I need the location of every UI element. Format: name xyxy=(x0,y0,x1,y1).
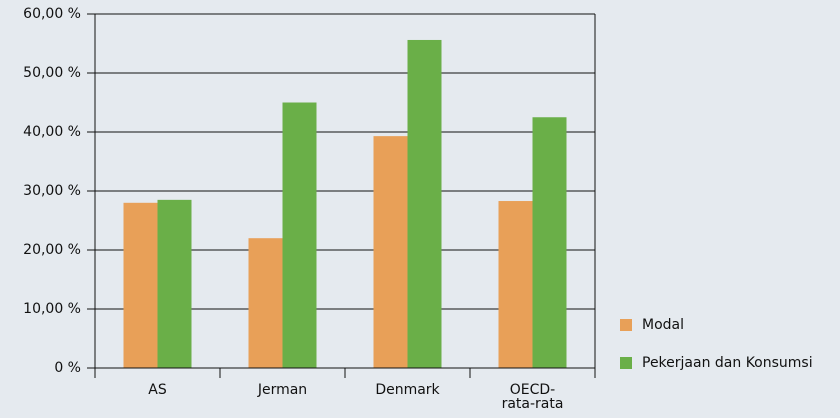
bar xyxy=(407,39,442,369)
y-tick-label: 30,00 % xyxy=(23,183,81,199)
y-tick-label: 50,00 % xyxy=(23,65,81,81)
y-tick-label: 40,00 % xyxy=(23,124,81,140)
y-tick-label: 60,00 % xyxy=(23,6,81,22)
bar xyxy=(123,202,158,368)
y-tick-label: 10,00 % xyxy=(23,301,81,317)
bar xyxy=(282,102,317,368)
legend-label: Pekerjaan dan Konsumsi xyxy=(642,355,813,371)
x-tick-label: Jerman xyxy=(257,382,307,398)
legend-swatch xyxy=(620,319,632,331)
bar xyxy=(373,136,408,368)
bar xyxy=(532,117,567,368)
bar xyxy=(157,199,192,368)
x-tick-label: AS xyxy=(148,382,167,398)
y-tick-label: 20,00 % xyxy=(23,242,81,258)
bar xyxy=(498,201,533,368)
y-tick-label: 0 % xyxy=(54,360,81,376)
legend-label: Modal xyxy=(642,317,684,333)
x-tick-label: Denmark xyxy=(375,382,440,398)
legend-swatch xyxy=(620,357,632,369)
bar xyxy=(248,238,283,368)
x-tick-label: OECD-rata-rata xyxy=(502,382,564,412)
